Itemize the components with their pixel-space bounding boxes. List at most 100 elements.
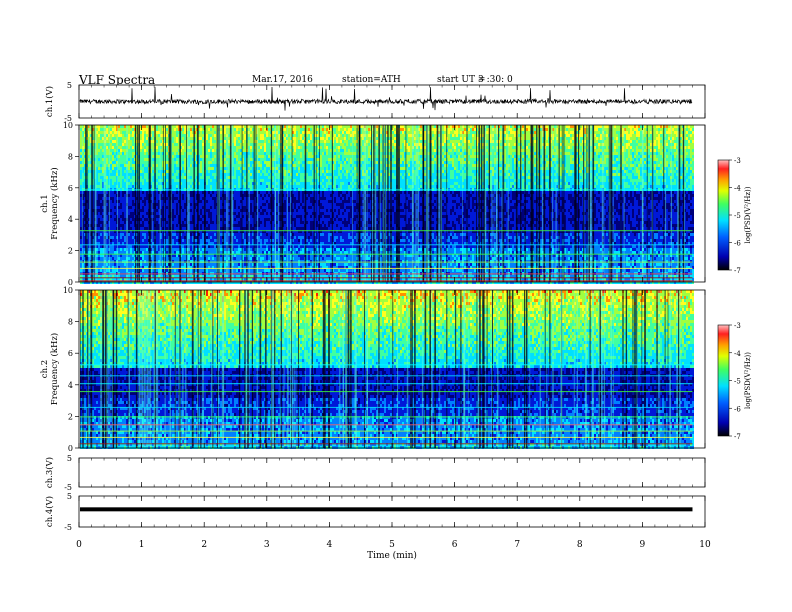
s1-cell [250, 143, 252, 146]
s1-cell [576, 146, 578, 149]
s1-cell [604, 125, 606, 128]
s1-cell [556, 149, 558, 152]
s1-cell [564, 155, 566, 158]
s1-cell [692, 149, 694, 152]
s1-cell [568, 125, 570, 128]
s1-cell [164, 161, 166, 164]
s1-cell [640, 128, 642, 131]
s1-cell [258, 164, 260, 167]
s1-cell [192, 131, 194, 134]
s1-cell [260, 170, 262, 173]
s1-cell [114, 173, 116, 176]
s1-cell [278, 128, 280, 131]
s1-cell [642, 152, 644, 155]
s1-cell [410, 146, 412, 149]
s1-cell [214, 173, 216, 176]
s1-cell [268, 131, 270, 134]
s1-cell [492, 128, 494, 131]
s1-cell [448, 140, 450, 143]
s1-cell [310, 155, 312, 158]
s1-cell [412, 128, 414, 131]
s1-cell [570, 149, 572, 152]
s1-cell [542, 158, 544, 161]
s1-cell [470, 155, 472, 158]
s1-cell [160, 131, 162, 134]
s1-cell [142, 173, 144, 176]
s1-cell [450, 161, 452, 164]
s1-cell [686, 167, 688, 170]
s1-cell [428, 155, 430, 158]
s1-cell [228, 152, 230, 155]
s1-cell [276, 152, 278, 155]
s1-cell [178, 146, 180, 149]
s1-cell [404, 155, 406, 158]
s1-cell [668, 128, 670, 131]
s1-cell [136, 155, 138, 158]
s1-cell [506, 134, 508, 137]
s1-cell [100, 158, 102, 161]
s1-cell [238, 125, 240, 128]
s1-cell [638, 164, 640, 167]
s1-cell [644, 125, 646, 128]
s1-cell [350, 125, 352, 128]
s1-cell [184, 140, 186, 143]
s1-cell [506, 128, 508, 131]
s1-cell [344, 137, 346, 140]
s1-cell [346, 158, 348, 161]
s1-cell [450, 128, 452, 131]
s1-cell [110, 149, 112, 152]
s1-cell [90, 131, 92, 134]
s1-cell [198, 152, 200, 155]
s1-cell [354, 164, 356, 167]
s1-cell [308, 152, 310, 155]
s1-cell [552, 155, 554, 158]
s1-cell [674, 137, 676, 140]
s1-cell [504, 170, 506, 173]
s1-cell [340, 125, 342, 128]
s1-cell [136, 143, 138, 146]
s1-cell [260, 155, 262, 158]
s1-cell [424, 170, 426, 173]
s1-cell [338, 167, 340, 170]
s1-cell [262, 167, 264, 170]
s1-cell [684, 152, 686, 155]
s1-cell [250, 125, 252, 128]
s1-cell [112, 134, 114, 137]
s1-cell [450, 131, 452, 134]
s1-cell [456, 170, 458, 173]
s1-cell [562, 125, 564, 128]
s1-cell [628, 164, 630, 167]
s1-cell [584, 152, 586, 155]
s1-cell [244, 161, 246, 164]
s1-cell [252, 128, 254, 131]
s1-cell [628, 170, 630, 173]
s1-cell [562, 143, 564, 146]
s1-cell [344, 170, 346, 173]
s1-cell [420, 143, 422, 146]
s1-cell [208, 164, 210, 167]
s1-cell [568, 161, 570, 164]
s1-cell [290, 149, 292, 152]
s1-cell [224, 170, 226, 173]
s1-cell [408, 137, 410, 140]
s1-cell [352, 140, 354, 143]
s1-cell [182, 152, 184, 155]
s1-cell [98, 155, 100, 158]
s1-cell [394, 167, 396, 170]
s1-cell [420, 125, 422, 128]
s1-cell [266, 158, 268, 161]
s1-cell [348, 140, 350, 143]
s1-cell [634, 161, 636, 164]
s1-cell [172, 125, 174, 128]
s1-cell [202, 164, 204, 167]
s1-cell [194, 161, 196, 164]
s1-cell [310, 134, 312, 137]
s1-cell [504, 131, 506, 134]
s1-cell [684, 155, 686, 158]
s1-cell [666, 134, 668, 137]
s1-cell [418, 155, 420, 158]
s1-cell [188, 146, 190, 149]
s1-cell [262, 128, 264, 131]
s1-cell [294, 170, 296, 173]
s1-cell [340, 140, 342, 143]
